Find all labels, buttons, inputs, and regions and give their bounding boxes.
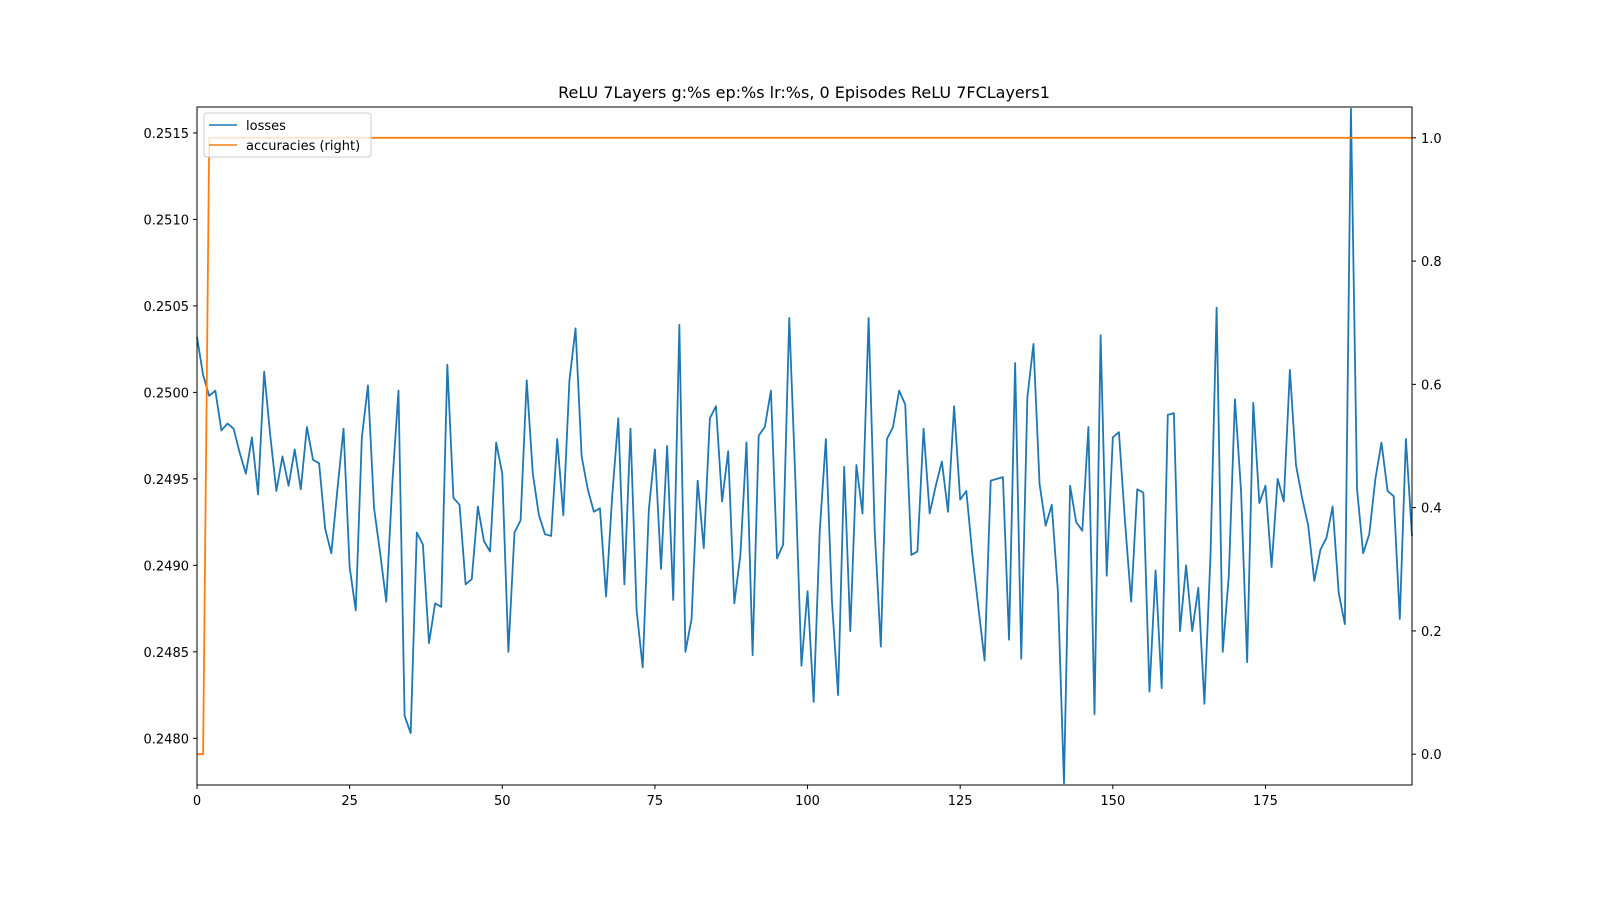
y-axis-left: 0.2480 0.2485 0.2490 0.2495 0.2500 0.2505 0.25… <box>144 127 197 747</box>
y-left-tick-label-4: 0.2500 <box>144 386 190 401</box>
x-tick-label-1: 25 <box>341 794 358 809</box>
series-layer <box>196 107 1413 785</box>
series-line-accuracies <box>197 136 1412 756</box>
x-tick-label-5: 125 <box>948 794 973 809</box>
y-right-tick-label-4: 0.8 <box>1421 255 1442 270</box>
legend-label-accuracies: accuracies (right) <box>246 139 360 154</box>
x-tick-label-0: 0 <box>193 794 201 809</box>
legend-label-losses: losses <box>246 119 286 134</box>
y-right-tick-label-0: 0.0 <box>1421 748 1442 763</box>
legend-box <box>203 112 372 158</box>
x-tick-label-4: 100 <box>795 794 820 809</box>
x-tick-label-3: 75 <box>647 794 664 809</box>
plot-frame <box>196 106 1413 786</box>
series-line-losses <box>196 107 1413 785</box>
y-right-tick-label-1: 0.2 <box>1421 625 1442 640</box>
y-right-tick-label-2: 0.4 <box>1421 502 1442 517</box>
y-left-tick-label-7: 0.2515 <box>144 127 190 142</box>
y-right-tick-label-5: 1.0 <box>1421 132 1442 147</box>
x-axis: 0 25 50 75 100 125 150 175 <box>193 785 1278 809</box>
x-tick-label-2: 50 <box>494 794 511 809</box>
y-left-tick-label-5: 0.2505 <box>144 300 190 315</box>
y-left-tick-label-2: 0.2490 <box>144 559 190 574</box>
y-right-tick-label-3: 0.6 <box>1421 378 1442 393</box>
y-left-tick-label-3: 0.2495 <box>144 473 190 488</box>
legend: losses accuracies (right) <box>203 112 372 158</box>
y-left-tick-label-6: 0.2510 <box>144 213 190 228</box>
x-tick-label-7: 175 <box>1253 794 1278 809</box>
y-left-tick-label-1: 0.2485 <box>144 646 190 661</box>
y-left-tick-label-0: 0.2480 <box>144 732 190 747</box>
chart-title: ReLU 7Layers g:%s ep:%s lr:%s, 0 Episode… <box>558 83 1050 102</box>
y-axis-right: 0.0 0.2 0.4 0.6 0.8 1.0 <box>1412 132 1442 763</box>
x-tick-label-6: 150 <box>1100 794 1125 809</box>
